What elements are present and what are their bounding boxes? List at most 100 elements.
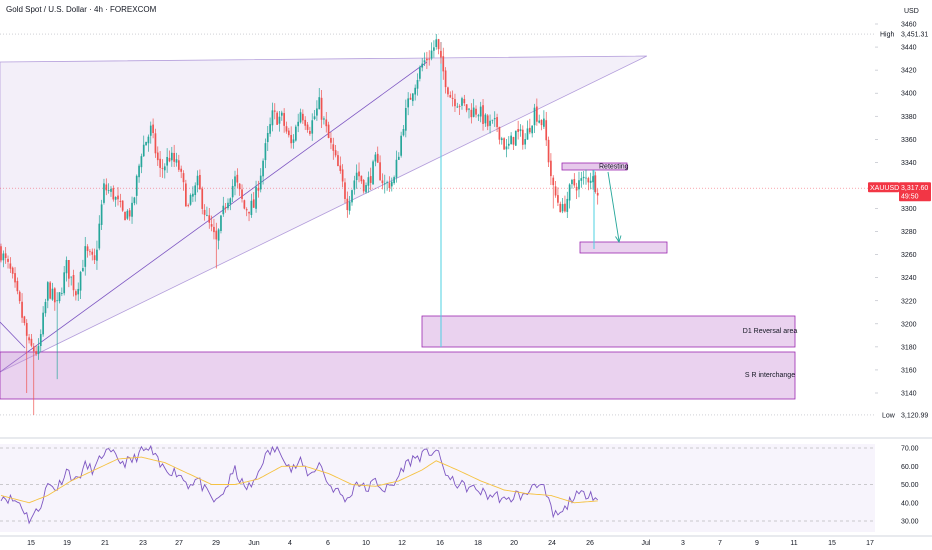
time-tick-label: 19 [63,540,71,547]
candle [519,124,522,137]
candle [372,159,374,185]
candle-body [4,253,7,259]
candle [339,156,342,174]
candle-body [536,106,538,122]
candle-body [163,166,166,171]
candle-body [510,135,512,145]
candle-body [540,119,543,126]
candle [334,144,337,158]
candle-body [386,182,388,183]
candle-body [594,175,597,192]
candle [552,175,555,209]
candle [110,186,112,197]
candle [112,185,115,202]
candle [545,111,548,147]
candle-body [154,133,157,154]
candle-body [220,215,222,231]
candle [292,134,295,149]
candle-body [194,185,197,196]
candle [313,110,316,121]
candle [482,98,484,131]
candle-body [7,258,9,262]
candle-body [507,143,510,146]
candle [325,112,328,133]
candle-body [325,119,328,127]
low-value: 3,120.99 [901,412,928,419]
sr-interchange-zone[interactable] [0,351,796,400]
candle [196,170,199,193]
candle-body [269,124,271,134]
candle [395,150,398,183]
time-tick-label: 7 [718,540,722,547]
candle-body [419,67,421,79]
candle-body [470,109,473,118]
candle [44,298,47,317]
candle [201,186,204,215]
candle-body [479,106,482,117]
candle-body [374,154,377,162]
candle-body [264,143,267,161]
candle-body [393,177,395,184]
candle [362,179,365,194]
candle-body [177,160,180,170]
candle [234,170,236,196]
candle [266,125,269,152]
candle-body [587,178,590,183]
candle [451,90,454,107]
candle-body [133,197,136,204]
candle-body [334,150,337,156]
candle-body [306,124,309,130]
candle-body [428,58,431,60]
candle [255,180,257,213]
candle-body [538,120,541,123]
candle-body [131,202,133,217]
candle-body [37,346,40,355]
candle-body [351,190,353,203]
candle [337,151,339,167]
candle-body [63,272,66,294]
price-tick-label: 3380 [901,114,917,121]
candle [440,42,442,64]
candle [344,178,346,203]
candle [341,164,344,188]
candle-body [442,56,445,72]
candle-body [231,185,234,198]
candle-body [573,179,576,186]
candle [360,175,363,184]
candle [323,116,325,125]
candle-body [213,226,215,233]
candle [358,162,360,183]
candle [23,315,26,326]
candle [86,244,89,258]
candle-body [365,185,367,193]
candle-body [379,162,381,181]
candle-body [152,124,154,134]
rsi-tick-label: 30.00 [901,519,919,526]
high-label: High [880,32,895,39]
candle-body [100,204,103,225]
candle-body [447,87,449,95]
d1-reversal-zone[interactable] [421,315,796,348]
candle [402,124,405,137]
candle [510,132,512,145]
candle-body [369,176,372,183]
candle [332,137,335,160]
target-zone[interactable] [579,241,668,254]
candle-body [568,184,571,201]
candle-body [367,177,370,186]
candle [70,276,73,286]
candle-body [313,116,316,120]
candle [259,168,262,193]
candle-body [28,337,30,341]
candle-body [46,282,49,301]
candle-body [482,105,484,124]
candle-body [395,159,398,178]
candle-body [484,114,487,124]
candle [72,269,75,297]
candle [285,121,288,134]
candle-body [524,139,527,145]
d1-reversal-label: D1 Reversal area [743,328,798,335]
candle [4,247,7,264]
candle [161,159,164,178]
